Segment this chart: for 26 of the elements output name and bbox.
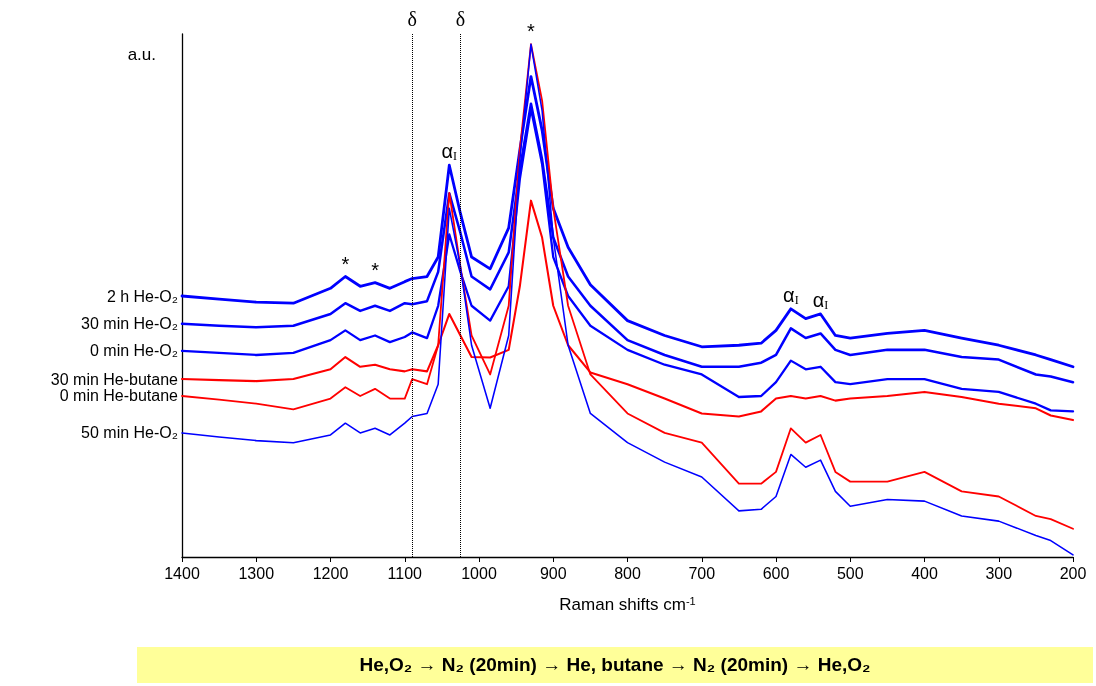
- ref-line-label: δ: [455, 8, 466, 30]
- x-tick-label: 1400: [164, 564, 200, 582]
- x-tick-label: 1100: [387, 564, 423, 582]
- series-label: 0 min He-O₂: [89, 342, 178, 360]
- series-label: 2 h He-O₂: [106, 287, 178, 305]
- x-tick-label: 700: [688, 564, 716, 582]
- ref-line-label: δ: [407, 8, 417, 30]
- text: He,O₂ → N₂ (20min) → He, butane → N₂ (20min) → He,O₂: [137, 647, 1093, 683]
- x-tick-label: 1300: [238, 564, 275, 582]
- x-tick-label: 900: [539, 564, 567, 582]
- x-tick-label: 1000: [461, 564, 497, 582]
- annotation: *: [341, 252, 350, 275]
- annotation: *: [371, 258, 380, 281]
- x-tick-label: 300: [985, 564, 1013, 582]
- x-tick-label: 800: [614, 564, 641, 582]
- series-label: 30 min He-butane: [50, 370, 179, 388]
- x-tick-label: 500: [836, 564, 864, 582]
- annotation: *: [527, 20, 536, 43]
- x-tick-label: 400: [911, 564, 938, 582]
- x-tick-label: 600: [762, 564, 790, 582]
- x-tick-label: 200: [1059, 564, 1087, 582]
- series-label: 30 min He-O₂: [81, 315, 178, 333]
- y-axis-title: a.u.: [127, 45, 156, 64]
- series-label: 50 min He-O₂: [81, 424, 178, 442]
- x-tick-label: 1200: [312, 564, 349, 582]
- series-label: 0 min He-butane: [59, 387, 179, 405]
